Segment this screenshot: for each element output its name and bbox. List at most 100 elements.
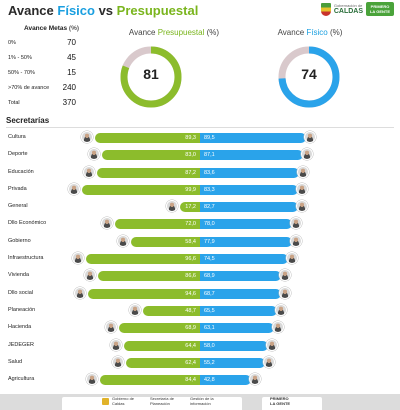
fisico-value-label: 82,7 xyxy=(204,204,215,211)
avatar xyxy=(104,321,117,334)
avatar xyxy=(72,252,84,265)
fisico-bar xyxy=(200,271,282,282)
fisico-value-label: 83,3 xyxy=(204,186,215,193)
folder-icon xyxy=(102,398,109,405)
secretaria-name: Planeación xyxy=(8,306,36,313)
metas-row: Total 370 xyxy=(8,95,76,110)
metas-header-label: Avance Metas xyxy=(24,25,68,32)
fisico-bar xyxy=(200,150,303,161)
footer-item-2: Secretaría de Planeación xyxy=(150,396,175,406)
avatar xyxy=(86,373,99,386)
title-fisico: Físico xyxy=(57,3,95,18)
secretaria-row: General 17,2 82,7 xyxy=(0,198,400,215)
avatar xyxy=(295,200,308,213)
avatar xyxy=(101,217,114,230)
presupuestal-bar xyxy=(82,184,200,195)
presupuestal-value-label: 64,4 xyxy=(185,342,196,349)
secretaria-row: Dllo Económico 72,0 78,0 xyxy=(0,215,400,232)
gauge-presupuestal-title-c: (%) xyxy=(204,28,220,37)
avatar xyxy=(83,269,96,282)
metas-header: Avance Metas (%) xyxy=(24,25,79,32)
secretaria-row: Cultura 89,3 89,5 xyxy=(0,129,400,146)
secretaria-name: Infraestructura xyxy=(8,255,44,262)
avatar xyxy=(290,217,303,230)
presupuestal-value-label: 68,9 xyxy=(185,325,196,332)
avatar xyxy=(272,321,285,334)
fisico-bar xyxy=(200,323,275,334)
presupuestal-value-label: 83,0 xyxy=(185,152,196,159)
secretaria-row: Gobierno 58,4 77,9 xyxy=(0,233,400,250)
gauge-fisico-arc xyxy=(278,46,340,108)
fisico-value-label: 83,6 xyxy=(204,169,215,176)
presupuestal-bar xyxy=(97,271,200,282)
metas-row-value: 45 xyxy=(67,53,76,62)
metas-row-value: 15 xyxy=(67,68,76,77)
metas-row-label: 50% - 70% xyxy=(8,69,35,76)
logo-badge: PRIMERO LA GENTE xyxy=(366,2,394,16)
metas-row-label: 0% xyxy=(8,39,16,46)
avatar xyxy=(110,338,122,351)
avatar xyxy=(165,200,178,213)
secretaria-name: Deporte xyxy=(8,151,28,158)
secretaria-name: Privada xyxy=(8,185,27,192)
presupuestal-bar xyxy=(115,219,200,230)
footer-bar: Gobierno de Caldas Secretaría de Planeació… xyxy=(0,394,400,410)
avatar xyxy=(300,148,313,161)
secretaria-name: Cultura xyxy=(8,134,26,140)
fisico-value-label: 74,5 xyxy=(204,256,215,263)
footer-item-3: Gestión de la información xyxy=(190,396,214,406)
fisico-value-label: 68,7 xyxy=(204,290,215,297)
secretaria-row: Agricultura 84,4 42,8 xyxy=(0,371,400,388)
fisico-bar xyxy=(200,219,293,230)
presupuestal-bar xyxy=(131,236,200,247)
presupuestal-value-label: 58,4 xyxy=(185,238,196,245)
title-presupuestal: Presupuestal xyxy=(116,3,199,18)
fisico-value-label: 55,2 xyxy=(204,359,215,366)
gauge-fisico xyxy=(278,46,340,108)
metas-row: 1% - 50% 45 xyxy=(8,50,76,65)
presupuestal-bar xyxy=(118,323,200,334)
avatar xyxy=(266,338,279,351)
secretaria-row: Infraestructura 96,6 74,5 xyxy=(0,250,400,267)
metas-row-value: 70 xyxy=(67,38,76,47)
secretaria-row: Hacienda 68,9 63,1 xyxy=(0,319,400,336)
secretaria-row: JEDEGER 64,4 58,0 xyxy=(0,337,400,354)
avatar xyxy=(80,131,93,143)
avatar xyxy=(74,286,87,299)
presupuestal-value-label: 72,0 xyxy=(185,221,196,228)
secretaria-name: Educación xyxy=(8,168,34,175)
gauge-fisico-title: Avance Físico (%) xyxy=(250,28,370,37)
fisico-bar xyxy=(200,133,306,143)
presupuestal-value-label: 99,9 xyxy=(185,186,196,193)
secretaria-name: Salud xyxy=(8,358,23,365)
secretaria-name: Gobierno xyxy=(8,237,31,244)
presupuestal-bar xyxy=(86,254,200,265)
gauge-fisico-title-b: Físico xyxy=(306,28,328,37)
presupuestal-value-label: 86,6 xyxy=(185,273,196,280)
fisico-value-label: 68,9 xyxy=(204,273,215,280)
avatar xyxy=(83,165,96,178)
fisico-bar xyxy=(200,305,278,316)
avatar xyxy=(285,252,298,265)
presupuestal-value-label: 84,4 xyxy=(185,377,196,384)
avatar xyxy=(279,286,292,299)
footer-item-1: Gobierno de Caldas xyxy=(112,396,135,406)
presupuestal-bar xyxy=(88,288,200,299)
title-prefix: Avance xyxy=(8,3,58,18)
gauge-fisico-value: 74 xyxy=(301,66,317,82)
gauge-presupuestal-arc xyxy=(120,46,182,108)
fisico-value-label: 58,0 xyxy=(204,342,215,349)
presupuestal-value-label: 89,3 xyxy=(185,135,196,141)
secretaria-row: Deporte 83,0 87,1 xyxy=(0,146,400,163)
avatar xyxy=(248,373,261,386)
secretarias-chart: Cultura 89,3 89,5 Deporte 83,0 87,1 Educación 8… xyxy=(0,129,400,388)
secretaria-row: Privada 99,9 83,3 xyxy=(0,181,400,198)
gauge-fisico-title-a: Avance xyxy=(277,28,307,37)
presupuestal-bar xyxy=(102,150,200,161)
fisico-value-label: 78,0 xyxy=(204,221,215,228)
secretaria-name: Agricultura xyxy=(8,376,35,383)
page-title: Avance Físico vs Presupuestal xyxy=(8,3,198,18)
footer-card-brand xyxy=(262,397,322,410)
fisico-bar xyxy=(200,340,269,351)
avatar xyxy=(303,131,316,143)
